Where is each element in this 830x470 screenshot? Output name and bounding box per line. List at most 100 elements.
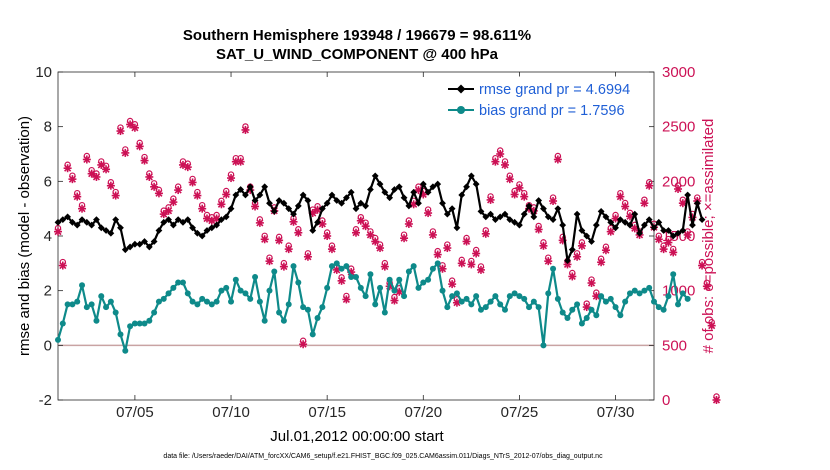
bias-point [74, 298, 81, 305]
bias-point [396, 276, 403, 283]
bias-point [136, 320, 143, 327]
rmse-point [684, 191, 692, 199]
bias-point [112, 309, 119, 316]
bias-point [372, 301, 379, 308]
obs-count-marker [601, 243, 610, 255]
data-file-footer: data file: /Users/raeder/DAI/ATM_forcXX/… [163, 453, 603, 460]
rmse-point [674, 229, 682, 237]
obs-assim-stroke [107, 182, 115, 190]
obs-assim-stroke [88, 170, 96, 178]
obs-assim-stroke [68, 175, 76, 183]
bias-point [88, 301, 95, 308]
obs-assim-stroke [97, 161, 105, 169]
obs-count-marker [654, 232, 663, 244]
bias-point [521, 295, 528, 302]
bias-point [583, 315, 590, 321]
rmse-point [198, 232, 206, 240]
obs-count-marker [154, 186, 163, 198]
bias-point [304, 306, 311, 313]
rmse-point [698, 216, 706, 223]
rmse-point [107, 229, 115, 237]
obs-assim-stroke [602, 246, 610, 254]
bias-point [59, 320, 66, 327]
obs-count-marker [174, 183, 183, 195]
bias-point [357, 284, 364, 291]
obs-count-marker [534, 222, 543, 234]
obs-count-marker [78, 201, 87, 213]
obs-count-marker [481, 227, 490, 238]
bias-point [646, 284, 653, 291]
obs-count-marker [159, 207, 168, 219]
bias-point [204, 298, 210, 305]
bias-point [434, 260, 441, 267]
obs-assim-stroke [708, 322, 716, 330]
right-tick-label: 0 [662, 392, 670, 409]
bias-point [429, 265, 436, 272]
obs-assim-stroke [217, 200, 225, 208]
obs-assim-stroke [621, 202, 629, 211]
obs-assim-stroke [169, 198, 177, 206]
bias-point [502, 306, 508, 313]
obs-count-marker [476, 263, 485, 274]
right-tick-label: 2000 [662, 173, 695, 190]
obs-assim-stroke [655, 235, 663, 243]
rmse-point [193, 229, 201, 237]
obs-assim-stroke [73, 193, 81, 201]
obs-assim-stroke [597, 258, 605, 266]
obs-count-marker [337, 274, 346, 285]
rmse-point [165, 216, 172, 223]
obs-count-marker [702, 279, 711, 291]
obs-assim-stroke [83, 155, 91, 164]
obs-count-marker [592, 289, 601, 301]
rmse-point [693, 199, 701, 207]
bias-point [612, 304, 619, 311]
obs-count-marker [241, 123, 250, 134]
obs-count-marker [553, 152, 562, 164]
left-tick-label: 2 [44, 283, 52, 300]
obs-count-marker [102, 162, 111, 174]
obs-count-marker [169, 195, 178, 207]
bias-point [151, 309, 158, 316]
obs-assim-stroke [304, 253, 312, 261]
bias-point [593, 312, 600, 319]
bias-point [506, 293, 513, 300]
rmse-point [583, 232, 591, 240]
bias-point [487, 298, 494, 305]
obs-assim-stroke [511, 190, 519, 199]
right-tick-label: 3000 [662, 64, 695, 81]
bias-point [353, 274, 359, 280]
obs-count-marker [58, 258, 67, 270]
bias-point [550, 265, 557, 272]
obs-count-marker [279, 259, 288, 271]
obs-count-marker [92, 170, 101, 181]
obs-assim-stroke [515, 184, 523, 192]
bias-point [189, 298, 196, 305]
left-tick-label: 0 [44, 337, 52, 354]
rmse-point [439, 199, 446, 207]
obs-assim-stroke [424, 209, 432, 217]
obs-count-marker [683, 228, 692, 239]
bias-point [540, 342, 547, 349]
obs-count-marker [486, 193, 495, 204]
bias-point [444, 304, 451, 311]
obs-assim-stroke [535, 225, 543, 234]
rmse-point [93, 216, 100, 223]
bias-point [545, 290, 552, 297]
obs-count-marker [255, 216, 264, 227]
left-tick-label: 6 [44, 173, 52, 190]
rmse-point [640, 221, 648, 229]
obs-count-marker [217, 197, 226, 209]
rmse-point [448, 205, 456, 213]
rmse-point [650, 224, 658, 232]
rmse-point [453, 224, 461, 232]
obs-assim-stroke [400, 234, 408, 242]
rmse-point [636, 229, 643, 237]
bias-point [179, 279, 186, 286]
obs-count-marker [404, 217, 413, 228]
rmse-point [169, 221, 177, 229]
rmse-point [491, 216, 499, 223]
rmse-point [602, 213, 610, 221]
rmse-point [540, 205, 547, 213]
bias-point [463, 295, 470, 302]
obs-assim-stroke [371, 237, 379, 246]
